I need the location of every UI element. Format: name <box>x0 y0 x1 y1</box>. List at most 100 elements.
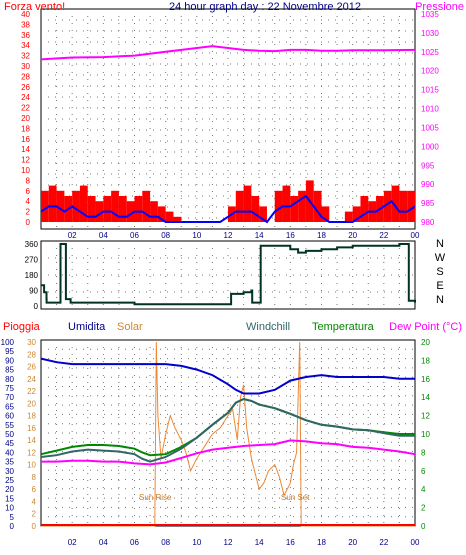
wind-pressure-series <box>40 45 416 224</box>
x-tick-label: 10 <box>192 538 201 547</box>
humidity-tick-label: 50 <box>5 430 14 439</box>
x-tick-label: 14 <box>255 538 264 547</box>
solar-tick-label: 16 <box>27 424 36 433</box>
temp-humidity-series <box>40 341 416 527</box>
humidity-tick-label: 55 <box>5 421 14 430</box>
legend-umidita: Umidita <box>68 321 106 333</box>
wind-direction-degree-ticks: 360 270 180 90 0 <box>25 240 39 311</box>
temperature-tick-label: 0 <box>421 522 426 531</box>
x-tick-label: 04 <box>99 231 108 240</box>
direction-degree-label: 360 <box>25 240 39 249</box>
wind-speed-bar <box>321 206 330 222</box>
wind-axis-label: Forza vento! <box>4 1 65 13</box>
humidity-tick-label: 0 <box>10 522 15 531</box>
legend-dew-point: Dew Point (°C) <box>389 321 462 333</box>
temperature-tick-label: 10 <box>421 430 430 439</box>
legend-solar: Solar <box>117 321 143 333</box>
wind-tick-label: 4 <box>26 197 31 206</box>
temperature-tick-label: 18 <box>421 356 430 365</box>
wind-tick-label: 8 <box>26 176 31 185</box>
solar-tick-label: 24 <box>27 375 36 384</box>
wind-speed-bar <box>134 196 143 222</box>
wind-tick-label: 12 <box>21 156 30 165</box>
wind-speed-bar <box>157 206 166 222</box>
solar-tick-label: 6 <box>32 485 37 494</box>
x-tick-label: 20 <box>348 538 357 547</box>
pressure-axis-label: Pressione <box>415 1 464 13</box>
compass-label: W <box>435 252 446 264</box>
solar-tick-label: 28 <box>27 350 36 359</box>
wind-speed-bar <box>118 196 127 222</box>
solar-tick-label: 20 <box>27 399 36 408</box>
wind-tick-label: 2 <box>26 208 31 217</box>
wind-speed-bar <box>103 196 112 222</box>
compass-label: N <box>436 238 444 250</box>
wind-pressure-panel <box>40 8 416 230</box>
wind-speed-bar <box>298 190 306 222</box>
windchill-line <box>40 397 415 463</box>
x-tick-label: 06 <box>130 538 139 547</box>
direction-degree-label: 180 <box>25 271 39 280</box>
humidity-tick-label: 45 <box>5 439 14 448</box>
solar-tick-label: 2 <box>32 510 37 519</box>
wind-tick-label: 40 <box>21 10 30 19</box>
x-tick-label: 18 <box>317 231 326 240</box>
dewpoint-line <box>41 439 416 466</box>
wind-tick-label: 26 <box>21 83 30 92</box>
pressure-ticks: 1035 1030 1025 1020 1015 1010 1005 1000 995 990 98… <box>421 10 439 227</box>
wind-tick-label: 28 <box>21 72 30 81</box>
temperature-tick-label: 12 <box>421 412 430 421</box>
wind-tick-label: 6 <box>26 187 31 196</box>
wind-tick-label: 38 <box>21 20 30 29</box>
wind-tick-label: 10 <box>21 166 30 175</box>
humidity-tick-label: 80 <box>5 375 14 384</box>
wind-speed-bar <box>95 201 104 222</box>
pressure-tick-label: 1035 <box>421 10 439 19</box>
wind-speed-bar <box>56 190 65 222</box>
pressure-tick-label: 1015 <box>421 86 439 95</box>
wind-tick-label: 32 <box>21 52 30 61</box>
pressure-tick-label: 1025 <box>421 48 439 57</box>
temperature-tick-label: 14 <box>421 393 430 402</box>
x-tick-label: 00 <box>411 231 420 240</box>
x-tick-label: 02 <box>68 538 77 547</box>
humidity-tick-label: 10 <box>5 504 14 513</box>
temperature-tick-label: 2 <box>421 504 426 513</box>
pressure-tick-label: 990 <box>421 180 435 189</box>
wind-speed-bar <box>165 211 174 222</box>
solar-tick-label: 26 <box>27 363 36 372</box>
x-tick-label: 06 <box>130 231 139 240</box>
wind-speed-bar <box>72 190 80 222</box>
pressure-tick-label: 980 <box>421 218 435 227</box>
x-tick-label: 12 <box>224 231 233 240</box>
pressure-tick-label: 1020 <box>421 67 439 76</box>
wind-tick-label: 34 <box>21 41 30 50</box>
wind-speed-bar <box>391 185 400 222</box>
humidity-tick-label: 90 <box>5 356 14 365</box>
solar-tick-label: 4 <box>32 497 37 506</box>
solar-tick-label: 10 <box>27 461 36 470</box>
compass-label: E <box>436 280 443 292</box>
x-tick-label: 20 <box>348 231 357 240</box>
legend-pioggia: Pioggia <box>3 321 41 333</box>
wind-speed-bar <box>79 185 88 222</box>
solar-tick-label: 30 <box>27 338 36 347</box>
x-axis-hour-ticks-bottom: 02 04 06 08 10 12 14 16 18 20 22 00 <box>68 538 420 547</box>
wind-speed-bar <box>111 190 119 222</box>
x-tick-label: 14 <box>255 231 264 240</box>
direction-degree-label: 90 <box>29 287 38 296</box>
x-tick-label: 02 <box>68 231 77 240</box>
humidity-tick-label: 70 <box>5 393 14 402</box>
wind-tick-label: 20 <box>21 114 30 123</box>
humidity-tick-label: 95 <box>5 347 14 356</box>
humidity-line <box>40 357 415 395</box>
x-tick-label: 16 <box>286 231 295 240</box>
humidity-tick-label: 60 <box>5 412 14 421</box>
humidity-tick-label: 65 <box>5 402 14 411</box>
wind-tick-label: 14 <box>21 145 30 154</box>
wind-speed-bar <box>274 190 283 222</box>
wind-tick-label: 18 <box>21 124 30 133</box>
pressure-tick-label: 1000 <box>421 142 439 151</box>
